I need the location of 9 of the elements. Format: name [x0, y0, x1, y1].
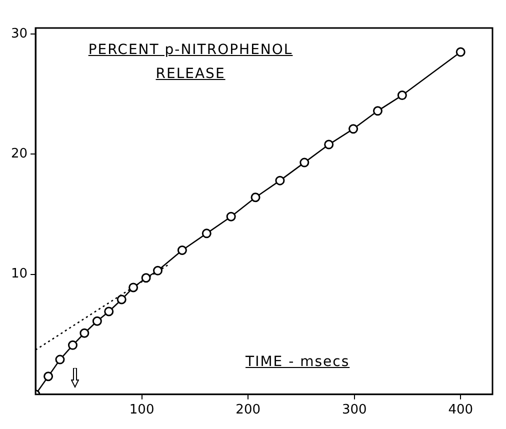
x-axis-title: TIME - msecs [246, 354, 350, 370]
y-tick-label: 30 [10, 26, 28, 42]
y-tick-label: 10 [10, 266, 28, 282]
x-tick-label: 200 [236, 402, 260, 418]
x-tick-label: 400 [448, 402, 474, 418]
y-tick-label: 20 [10, 146, 28, 162]
text: PERCENT p-NITROPHENOL RELEASE [87, 41, 294, 84]
x-tick-label: 100 [129, 402, 154, 418]
x-tick-label: 300 [342, 402, 367, 418]
